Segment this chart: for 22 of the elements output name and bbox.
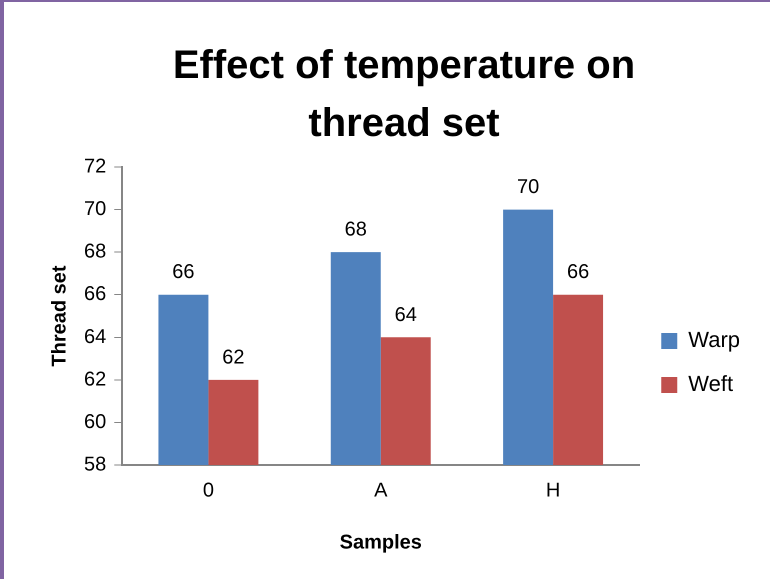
y-tick-label: 64 [84,326,106,348]
y-tick-label: 58 [84,454,106,476]
y-tick-label: 70 [84,198,106,220]
x-axis-title: Samples [340,532,422,554]
y-tick-label: 60 [84,410,106,433]
legend-label: Warp [688,327,740,352]
data-label: 68 [344,218,367,241]
y-tick-label: 72 [84,156,106,178]
data-label: 66 [172,261,195,284]
x-tick-label: 0 [202,480,214,502]
x-tick-label: H [546,480,560,502]
data-label: 62 [222,346,245,368]
y-tick-label: 62 [84,368,106,390]
data-label: 70 [516,176,540,198]
data-label: 66 [566,261,590,284]
x-tick-label: A [374,480,388,502]
legend-label: Weft [688,371,734,396]
chart-title: Effect of temperature on thread set [172,42,636,147]
y-tick-label: 68 [84,240,106,263]
y-tick-label: 66 [84,283,106,306]
data-label: 64 [394,304,417,326]
y-axis-title: Thread set [48,265,71,367]
